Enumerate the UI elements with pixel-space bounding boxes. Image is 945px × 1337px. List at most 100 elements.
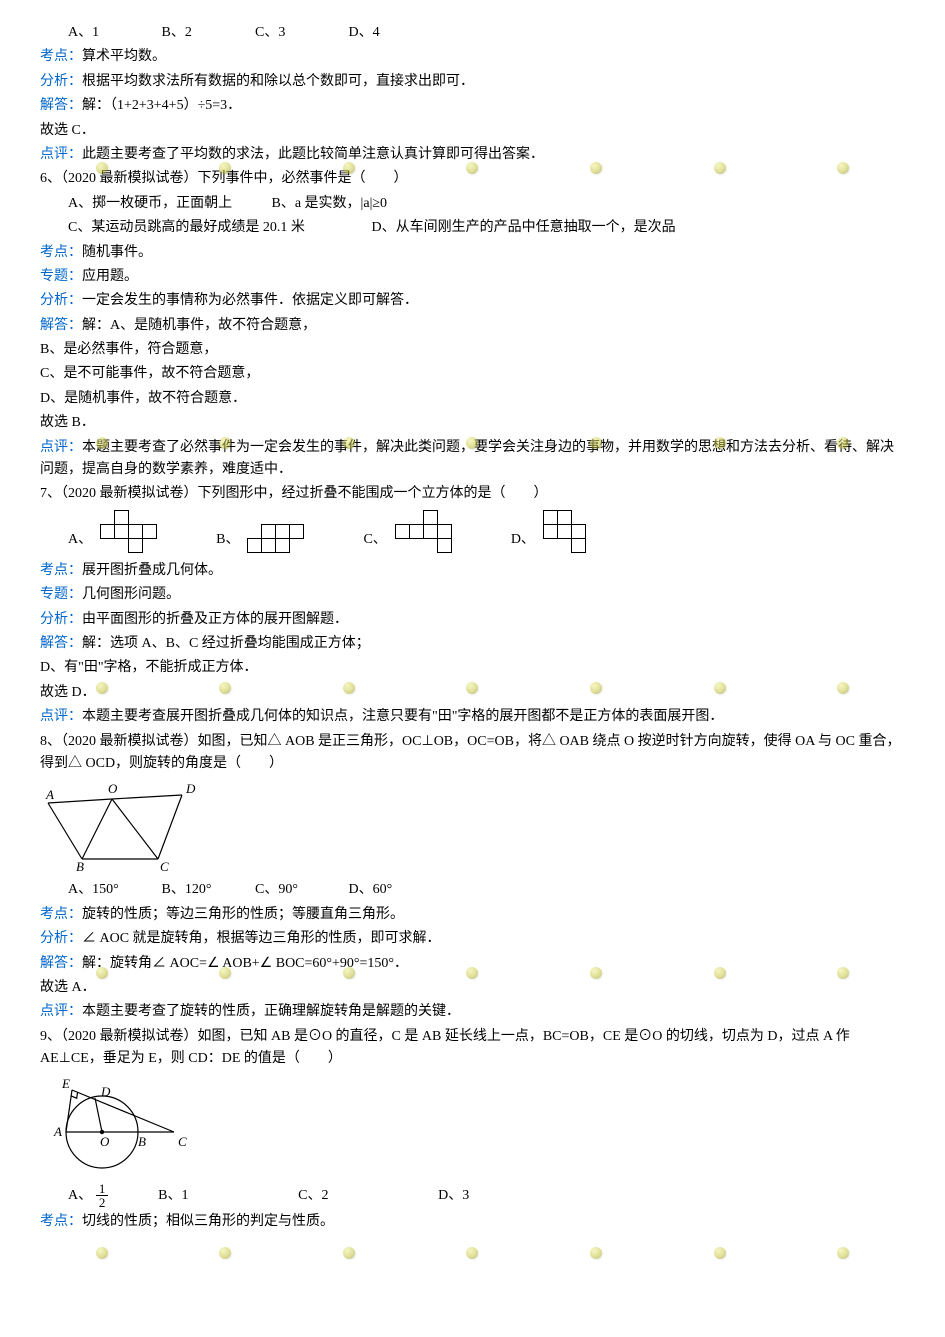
q8-figure: A O B C D bbox=[40, 781, 905, 873]
q5-fenxi: 分析：根据平均数求法所有数据的和除以总个数即可，直接求出即可． bbox=[40, 71, 905, 93]
q8-opt-b: B、120° bbox=[162, 879, 252, 901]
zhuanti-text: 几何图形问题。 bbox=[82, 587, 180, 602]
fenxi-text: 根据平均数求法所有数据的和除以总个数即可，直接求出即可． bbox=[82, 74, 474, 89]
q9-opt-d: D、3 bbox=[438, 1185, 528, 1207]
q5-opt-c: C、3 bbox=[255, 22, 345, 44]
q9-opt-a-frac: 1 2 bbox=[96, 1182, 108, 1209]
q7-kaodian: 考点：展开图折叠成几何体。 bbox=[40, 560, 905, 582]
jieda-label: 解答： bbox=[40, 956, 82, 971]
fenxi-label: 分析： bbox=[40, 293, 82, 308]
dianping-text: 本题主要考查了旋转的性质，正确理解旋转角是解题的关键． bbox=[82, 1004, 460, 1019]
svg-text:C: C bbox=[160, 859, 169, 873]
fenxi-text: ∠ AOC 就是旋转角，根据等边三角形的性质，即可求解． bbox=[82, 931, 441, 946]
q7-net-c bbox=[395, 510, 451, 552]
q7-net-b bbox=[247, 524, 303, 552]
q8-opt-c: C、90° bbox=[255, 879, 345, 901]
q6-stem: 6、（2020 最新模拟试卷）下列事件中，必然事件是（ ） bbox=[40, 168, 905, 190]
q7-net-c-wrap: C、 bbox=[363, 510, 450, 552]
svg-text:B: B bbox=[138, 1134, 146, 1149]
zhuanti-text: 应用题。 bbox=[82, 269, 138, 284]
q7-label-b: B、 bbox=[216, 529, 239, 551]
page: A、1 B、2 C、3 D、4 考点：算术平均数。 分析：根据平均数求法所有数据… bbox=[40, 22, 905, 1234]
zhuanti-label: 专题： bbox=[40, 269, 82, 284]
q6-jd4: D、是随机事件，故不符合题意． bbox=[40, 388, 905, 410]
jieda-text: 解：（1+2+3+4+5）÷5=3． bbox=[82, 98, 241, 113]
q9-opt-a: A、 1 2 bbox=[68, 1182, 108, 1209]
q9-svg: ABCODE bbox=[40, 1076, 200, 1176]
q5-dianping: 点评：此题主要考查了平均数的求法，此题比较简单注意认真计算即可得出答案． bbox=[40, 144, 905, 166]
q8-fenxi: 分析：∠ AOC 就是旋转角，根据等边三角形的性质，即可求解． bbox=[40, 928, 905, 950]
q6-opt-b: B、a 是实数，|a|≥0 bbox=[272, 193, 472, 215]
jieda-text: 解：选项 A、B、C 经过折叠均能围成正方体； bbox=[82, 636, 370, 651]
q6-jd2: B、是必然事件，符合题意， bbox=[40, 339, 905, 361]
q8-kaodian: 考点：旋转的性质；等边三角形的性质；等腰直角三角形。 bbox=[40, 904, 905, 926]
dianping-label: 点评： bbox=[40, 1004, 82, 1019]
kaodian-label: 考点： bbox=[40, 245, 82, 260]
kaodian-text: 展开图折叠成几何体。 bbox=[82, 563, 222, 578]
svg-text:O: O bbox=[100, 1134, 110, 1149]
q5-opt-b: B、2 bbox=[162, 22, 252, 44]
q8-stem: 8、（2020 最新模拟试卷）如图，已知△ AOB 是正三角形，OC⊥OB，OC… bbox=[40, 731, 905, 776]
q8-dianping: 点评：本题主要考查了旋转的性质，正确理解旋转角是解题的关键． bbox=[40, 1001, 905, 1023]
fenxi-label: 分析： bbox=[40, 931, 82, 946]
q7-label-a: A、 bbox=[68, 529, 92, 551]
fenxi-text: 由平面图形的折叠及正方体的展开图解题． bbox=[82, 612, 348, 627]
svg-text:A: A bbox=[45, 787, 54, 802]
kaodian-label: 考点： bbox=[40, 1214, 82, 1229]
q6-jieda: 解答：解：A、是随机事件，故不符合题意， bbox=[40, 315, 905, 337]
svg-text:C: C bbox=[178, 1134, 187, 1149]
q5-jieda-2: 故选 C． bbox=[40, 120, 905, 142]
dianping-label: 点评： bbox=[40, 709, 82, 724]
q6-dianping: 点评：本题主要考查了必然事件为一定会发生的事件，解决此类问题，要学会关注身边的事… bbox=[40, 437, 905, 482]
fenxi-label: 分析： bbox=[40, 612, 82, 627]
q7-dianping: 点评：本题主要考查展开图折叠成几何体的知识点，注意只要有"田"字格的展开图都不是… bbox=[40, 706, 905, 728]
kaodian-text: 随机事件。 bbox=[82, 245, 152, 260]
q9-opt-c: C、2 bbox=[298, 1185, 388, 1207]
q9-opt-b: B、1 bbox=[158, 1185, 248, 1207]
q7-net-a-wrap: A、 bbox=[68, 510, 156, 552]
kaodian-text: 算术平均数。 bbox=[82, 49, 166, 64]
svg-text:E: E bbox=[61, 1076, 70, 1091]
q7-net-b-wrap: B、 bbox=[216, 524, 303, 552]
q8-options: A、150° B、120° C、90° D、60° bbox=[40, 879, 905, 901]
kaodian-label: 考点： bbox=[40, 49, 82, 64]
q6-fenxi: 分析：一定会发生的事情称为必然事件．依据定义即可解答． bbox=[40, 290, 905, 312]
jieda-text: 解：旋转角∠ AOC=∠ AOB+∠ BOC=60°+90°=150°． bbox=[82, 956, 408, 971]
q7-stem: 7、（2020 最新模拟试卷）下列图形中，经过折叠不能围成一个立方体的是（ ） bbox=[40, 483, 905, 505]
q5-opt-d: D、4 bbox=[349, 22, 439, 44]
fenxi-text: 一定会发生的事情称为必然事件．依据定义即可解答． bbox=[82, 293, 418, 308]
kaodian-text: 旋转的性质；等边三角形的性质；等腰直角三角形。 bbox=[82, 907, 404, 922]
q6-opt-c: C、某运动员跳高的最好成绩是 20.1 米 bbox=[68, 217, 368, 239]
q7-net-d-wrap: D、 bbox=[511, 510, 585, 552]
q7-jieda: 解答：解：选项 A、B、C 经过折叠均能围成正方体； bbox=[40, 633, 905, 655]
q5-kaodian: 考点：算术平均数。 bbox=[40, 46, 905, 68]
q7-nets: A、 B、 C、 D、 bbox=[40, 510, 905, 552]
q6-opt-d: D、从车间刚生产的产品中任意抽取一个，是次品 bbox=[372, 220, 676, 235]
dianping-text: 此题主要考查了平均数的求法，此题比较简单注意认真计算即可得出答案． bbox=[82, 147, 544, 162]
q9-options: A、 1 2 B、1 C、2 D、3 bbox=[40, 1182, 905, 1209]
q7-net-d bbox=[543, 510, 585, 552]
q6-zhuanti: 专题：应用题。 bbox=[40, 266, 905, 288]
dianping-text: 本题主要考查展开图折叠成几何体的知识点，注意只要有"田"字格的展开图都不是正方体… bbox=[82, 709, 723, 724]
jieda-label: 解答： bbox=[40, 98, 82, 113]
q6-jd5: 故选 B． bbox=[40, 412, 905, 434]
q5-options: A、1 B、2 C、3 D、4 bbox=[40, 22, 905, 44]
q7-label-c: C、 bbox=[363, 529, 386, 551]
q9-stem: 9、（2020 最新模拟试卷）如图，已知 AB 是⊙O 的直径，C 是 AB 延… bbox=[40, 1026, 905, 1071]
q7-fenxi: 分析：由平面图形的折叠及正方体的展开图解题． bbox=[40, 609, 905, 631]
svg-text:B: B bbox=[76, 859, 84, 873]
fenxi-label: 分析： bbox=[40, 74, 82, 89]
svg-text:O: O bbox=[108, 781, 118, 796]
q6-opts-row1: A、掷一枚硬币，正面朝上 B、a 是实数，|a|≥0 bbox=[40, 193, 905, 215]
q7-zhuanti: 专题：几何图形问题。 bbox=[40, 584, 905, 606]
q8-opt-a: A、150° bbox=[68, 879, 158, 901]
svg-text:D: D bbox=[100, 1084, 111, 1099]
jieda-label: 解答： bbox=[40, 636, 82, 651]
q9-figure: ABCODE bbox=[40, 1076, 905, 1176]
svg-text:D: D bbox=[185, 781, 196, 796]
q5-jieda: 解答：解：（1+2+3+4+5）÷5=3． bbox=[40, 95, 905, 117]
q8-opt-d: D、60° bbox=[349, 879, 439, 901]
zhuanti-label: 专题： bbox=[40, 587, 82, 602]
q7-label-d: D、 bbox=[511, 529, 535, 551]
dianping-label: 点评： bbox=[40, 440, 82, 455]
